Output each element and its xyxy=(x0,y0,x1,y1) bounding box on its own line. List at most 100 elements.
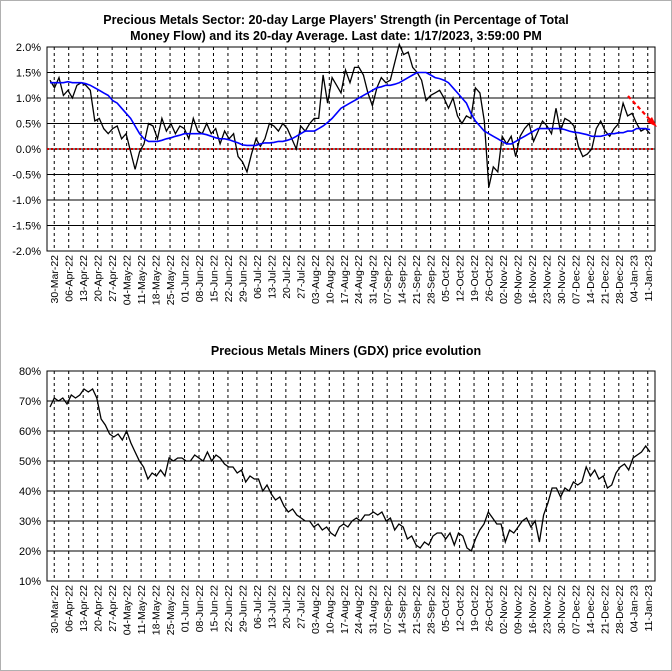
x-tick-label: 06-Apr-22 xyxy=(64,255,76,302)
y-tick-label: 20% xyxy=(19,546,41,558)
trend-arrow-shaft xyxy=(627,95,654,124)
x-tick-label: 28-Sep-22 xyxy=(426,585,438,634)
x-tick-label: 24-Aug-22 xyxy=(353,255,365,304)
chart-title: Precious Metals Miners (GDX) price evolu… xyxy=(211,344,481,358)
x-tick-label: 13-Jul-22 xyxy=(266,255,278,299)
y-axis-ticks: 2.0% 1.5% 1.0% 0.5% 0.0% -0.5% -1.0% -1.5% -2.0% xyxy=(12,42,41,258)
x-tick-label: 01-Jun-22 xyxy=(180,255,192,302)
x-tick-label: 26-Oct-22 xyxy=(484,585,496,632)
x-tick-label: 11-May-22 xyxy=(136,585,148,635)
x-tick-label: 21-Dec-22 xyxy=(599,585,611,634)
x-tick-label: 19-Oct-22 xyxy=(469,255,481,302)
x-tick-label: 06-Jul-22 xyxy=(252,255,264,299)
x-tick-label: 17-Aug-22 xyxy=(339,585,351,634)
x-tick-label: 26-Oct-22 xyxy=(484,255,496,302)
x-tick-label: 30-Mar-22 xyxy=(49,255,61,304)
x-tick-label: 27-Apr-22 xyxy=(107,585,119,632)
x-tick-label: 13-Jul-22 xyxy=(266,585,278,629)
grid-lines xyxy=(47,371,655,581)
x-tick-label: 08-Jun-22 xyxy=(194,255,206,302)
x-tick-label: 25-May-22 xyxy=(165,255,177,305)
trend-arrow-head xyxy=(647,117,657,127)
x-tick-label: 30-Nov-22 xyxy=(556,255,568,304)
x-tick-label: 14-Sep-22 xyxy=(397,585,409,634)
x-tick-label: 05-Oct-22 xyxy=(440,585,452,632)
x-tick-label: 02-Nov-22 xyxy=(498,255,510,304)
y-tick-label: 60% xyxy=(19,426,41,438)
x-axis-ticks: 30-Mar-22 06-Apr-22 13-Apr-22 20-Apr-22 27-A… xyxy=(49,585,655,635)
x-tick-label: 21-Sep-22 xyxy=(411,585,423,634)
x-tick-label: 25-May-22 xyxy=(165,585,177,635)
x-tick-label: 22-Jun-22 xyxy=(223,255,235,302)
x-tick-label: 13-Apr-22 xyxy=(78,585,90,632)
large-players-strength-chart: Precious Metals Sector: 20-day Large Pla… xyxy=(12,13,657,305)
x-tick-label: 22-Jun-22 xyxy=(223,585,235,632)
gdx-price-chart: Precious Metals Miners (GDX) price evolu… xyxy=(19,344,656,635)
x-tick-label: 28-Sep-22 xyxy=(426,255,438,304)
x-tick-label: 10-Aug-22 xyxy=(324,255,336,304)
x-tick-label: 14-Dec-22 xyxy=(585,255,597,304)
x-tick-label: 07-Sep-22 xyxy=(382,255,394,304)
y-tick-label: 0.0% xyxy=(16,144,41,156)
x-tick-label: 07-Dec-22 xyxy=(570,585,582,634)
x-tick-label: 20-Jul-22 xyxy=(281,255,293,299)
y-tick-label: -2.0% xyxy=(12,246,41,258)
x-tick-label: 29-Jun-22 xyxy=(237,585,249,632)
y-tick-label: 80% xyxy=(19,366,41,378)
x-tick-label: 03-Aug-22 xyxy=(310,255,322,304)
x-tick-label: 28-Dec-22 xyxy=(614,255,626,304)
x-tick-label: 27-Jul-22 xyxy=(295,585,307,629)
x-tick-label: 24-Aug-22 xyxy=(353,585,365,634)
x-tick-label: 09-Nov-22 xyxy=(512,585,524,634)
x-tick-label: 03-Aug-22 xyxy=(310,585,322,634)
y-axis-ticks: 80% 70% 60% 50% 40% 30% 20% 10% xyxy=(19,366,41,588)
series-group xyxy=(49,388,651,553)
x-tick-label: 29-Jun-22 xyxy=(237,255,249,302)
x-tick-label: 16-Nov-22 xyxy=(527,585,539,634)
x-tick-label: 08-Jun-22 xyxy=(194,585,206,632)
x-tick-label: 07-Dec-22 xyxy=(570,255,582,304)
x-tick-label: 04-May-22 xyxy=(122,255,134,305)
y-tick-label: 1.0% xyxy=(16,93,41,105)
y-tick-label: 2.0% xyxy=(16,42,41,54)
x-tick-label: 18-May-22 xyxy=(151,255,163,305)
x-tick-label: 18-May-22 xyxy=(151,585,163,635)
x-tick-label: 12-Oct-22 xyxy=(455,255,467,302)
x-tick-label: 04-Jan-23 xyxy=(628,255,640,302)
trend-arrow xyxy=(627,95,657,127)
x-tick-label: 27-Jul-22 xyxy=(295,255,307,299)
x-tick-label: 09-Nov-22 xyxy=(512,255,524,304)
grid-lines xyxy=(47,47,655,251)
x-tick-label: 12-Oct-22 xyxy=(455,585,467,632)
x-tick-label: 02-Nov-22 xyxy=(498,585,510,634)
x-tick-label: 11-Jan-23 xyxy=(643,585,655,632)
y-tick-label: 10% xyxy=(19,576,41,588)
x-tick-label: 06-Apr-22 xyxy=(64,585,76,632)
chart-title-line1: Precious Metals Sector: 20-day Large Pla… xyxy=(103,13,568,27)
x-tick-label: 27-Apr-22 xyxy=(107,255,119,302)
x-tick-label: 06-Jul-22 xyxy=(252,585,264,629)
x-tick-label: 14-Dec-22 xyxy=(585,585,597,634)
x-tick-label: 16-Nov-22 xyxy=(527,255,539,304)
x-axis-ticks: 30-Mar-22 06-Apr-22 13-Apr-22 20-Apr-22 27-A… xyxy=(49,255,655,305)
x-tick-label: 23-Nov-22 xyxy=(541,255,553,304)
x-tick-label: 19-Oct-22 xyxy=(469,585,481,632)
x-tick-label: 01-Jun-22 xyxy=(180,585,192,632)
x-tick-label: 07-Sep-22 xyxy=(382,585,394,634)
series-line-0 xyxy=(49,388,651,553)
series-line-1 xyxy=(50,71,651,147)
x-tick-label: 15-Jun-22 xyxy=(208,255,220,302)
x-tick-label: 23-Nov-22 xyxy=(541,585,553,634)
x-tick-label: 30-Nov-22 xyxy=(556,585,568,634)
y-tick-label: 70% xyxy=(19,396,41,408)
y-tick-label: 30% xyxy=(19,516,41,528)
x-tick-label: 17-Aug-22 xyxy=(339,255,351,304)
y-tick-label: 40% xyxy=(19,486,41,498)
series-group xyxy=(49,42,651,188)
x-tick-label: 10-Aug-22 xyxy=(324,585,336,634)
x-tick-label: 11-May-22 xyxy=(136,255,148,305)
y-tick-label: -0.5% xyxy=(12,170,41,182)
plot-area xyxy=(46,370,656,582)
y-tick-label: 1.5% xyxy=(16,68,41,80)
x-tick-label: 20-Apr-22 xyxy=(93,255,105,302)
